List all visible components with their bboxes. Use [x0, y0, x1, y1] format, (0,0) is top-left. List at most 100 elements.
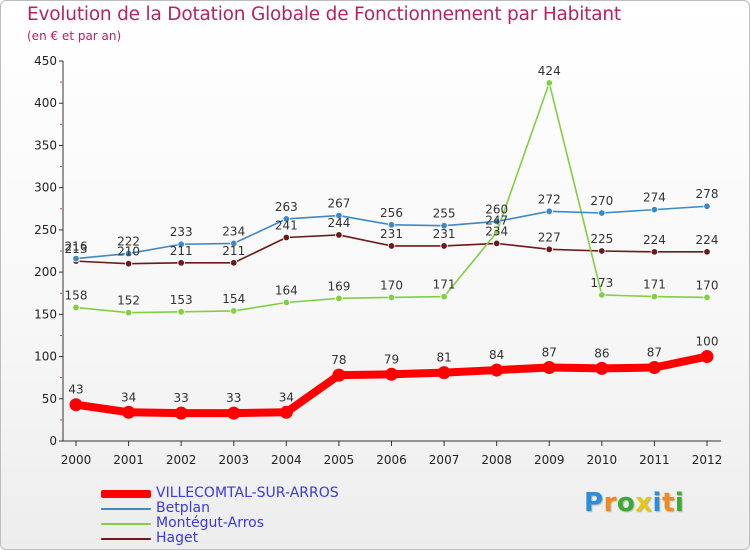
- data-point: [598, 291, 606, 299]
- data-point: [545, 79, 553, 87]
- data-label: 244: [327, 216, 350, 230]
- logo-letter: x: [635, 488, 653, 518]
- data-label: 272: [538, 192, 561, 206]
- data-point: [72, 303, 80, 312]
- series-lines: [69, 79, 714, 420]
- data-label: 33: [226, 391, 241, 405]
- data-point: [387, 293, 396, 302]
- data-label: 81: [436, 351, 451, 365]
- data-point: [72, 254, 80, 263]
- data-point: [387, 242, 396, 250]
- data-label: 171: [643, 278, 666, 292]
- axes: 0 50 100 150 200 250 300 350 400 450 2000 2001 2002 2…: [34, 54, 722, 467]
- y-tick-label: 0: [49, 434, 57, 448]
- logo-letter: i: [652, 488, 662, 518]
- data-label: 211: [222, 244, 245, 258]
- data-label: 87: [647, 346, 662, 360]
- legend-swatch: [101, 489, 151, 498]
- data-point: [69, 398, 83, 412]
- legend: VILLECOMTAL-SUR-ARROS Betplan Montégut-Arr…: [101, 486, 339, 546]
- data-point: [122, 405, 136, 419]
- data-point: [703, 293, 711, 302]
- data-point: [595, 361, 609, 375]
- data-label: 173: [590, 276, 613, 290]
- data-point: [332, 368, 346, 382]
- data-point: [230, 259, 238, 267]
- data-point: [490, 363, 504, 377]
- data-point: [124, 259, 133, 268]
- data-point: [492, 217, 501, 226]
- data-point: [440, 242, 448, 250]
- data-label: 154: [222, 292, 245, 306]
- data-label: 170: [696, 278, 719, 292]
- legend-swatch: [101, 537, 151, 540]
- data-point: [542, 361, 556, 375]
- data-label: 158: [65, 289, 88, 303]
- data-point: [545, 207, 553, 216]
- data-label: 43: [68, 383, 83, 397]
- x-tick-label: 2005: [324, 453, 355, 467]
- x-tick-label: 2000: [61, 453, 92, 467]
- legend-label: VILLECOMTAL-SUR-ARROS: [156, 485, 339, 501]
- data-label: 222: [117, 235, 140, 249]
- data-label: 213: [65, 242, 88, 256]
- legend-item: VILLECOMTAL-SUR-ARROS: [101, 486, 339, 501]
- data-point: [703, 248, 711, 256]
- data-point: [440, 292, 448, 301]
- proxiti-logo: Proxiti: [584, 488, 684, 518]
- data-point: [703, 202, 711, 210]
- data-label: 274: [643, 191, 666, 205]
- chart-title: Evolution de la Dotation Globale de Fonc…: [27, 4, 621, 25]
- legend-label: Haget: [156, 530, 199, 546]
- data-label: 234: [485, 224, 508, 238]
- data-label: 231: [433, 227, 456, 241]
- data-label: 224: [643, 233, 666, 247]
- y-tick-label: 250: [34, 223, 57, 237]
- data-label: 153: [170, 293, 193, 307]
- data-point: [174, 406, 188, 420]
- data-label: 278: [696, 187, 719, 201]
- data-label: 260: [485, 202, 508, 216]
- data-point: [650, 292, 659, 301]
- y-tick-label: 450: [34, 54, 57, 68]
- x-tick-label: 2002: [166, 453, 197, 467]
- data-label: 234: [222, 224, 245, 238]
- data-label: 78: [331, 353, 346, 367]
- data-label: 79: [384, 352, 399, 366]
- data-label: 164: [275, 284, 298, 298]
- legend-item: Betplan: [101, 501, 339, 516]
- legend-swatch: [101, 522, 151, 525]
- data-label: 170: [380, 278, 403, 292]
- x-tick-label: 2010: [587, 453, 618, 467]
- y-tick-label: 150: [34, 307, 57, 321]
- data-label: 33: [174, 391, 189, 405]
- x-tick-label: 2011: [639, 453, 670, 467]
- data-point: [598, 209, 606, 217]
- data-point: [124, 249, 133, 258]
- data-label: 100: [696, 335, 719, 349]
- data-label: 211: [170, 244, 193, 258]
- data-point: [230, 307, 238, 315]
- logo-letter: P: [584, 488, 604, 518]
- legend-item: Montégut-Arros: [101, 516, 339, 531]
- x-tick-label: 2001: [113, 453, 144, 467]
- legend-item: Haget: [101, 531, 339, 546]
- logo-letter: o: [616, 488, 636, 518]
- data-point: [440, 221, 448, 230]
- data-label: 231: [380, 227, 403, 241]
- x-tick-label: 2008: [481, 453, 512, 467]
- data-label: 241: [275, 218, 298, 232]
- data-point: [647, 361, 661, 375]
- x-tick-label: 2006: [376, 453, 407, 467]
- data-label: 87: [542, 346, 557, 360]
- data-label: 86: [594, 346, 609, 360]
- y-tick-label: 400: [34, 96, 57, 110]
- data-label: 267: [327, 197, 350, 211]
- data-point: [227, 406, 241, 420]
- data-label: 34: [279, 390, 294, 404]
- data-point: [282, 233, 291, 242]
- data-label: 263: [275, 200, 298, 214]
- y-tick-label: 200: [34, 265, 57, 279]
- data-point: [335, 211, 343, 220]
